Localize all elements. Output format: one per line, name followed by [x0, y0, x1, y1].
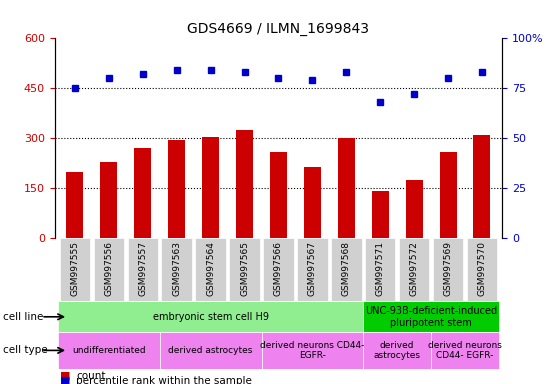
Bar: [236, 130, 253, 238]
Bar: [160, 332, 262, 369]
Bar: [262, 332, 363, 369]
Text: derived neurons CD44-
EGFR-: derived neurons CD44- EGFR-: [260, 341, 365, 360]
Bar: [365, 238, 395, 301]
Text: GSM997565: GSM997565: [240, 241, 249, 296]
Text: ■: ■: [60, 376, 70, 384]
Bar: [128, 238, 158, 301]
Text: percentile rank within the sample: percentile rank within the sample: [76, 376, 252, 384]
Bar: [195, 238, 226, 301]
Text: GSM997563: GSM997563: [172, 241, 181, 296]
Bar: [67, 172, 84, 238]
Bar: [58, 301, 363, 332]
Bar: [229, 238, 260, 301]
Text: derived astrocytes: derived astrocytes: [168, 346, 253, 355]
Bar: [433, 238, 464, 301]
Text: ■: ■: [60, 371, 70, 381]
Text: GSM997568: GSM997568: [342, 241, 351, 296]
Bar: [263, 238, 294, 301]
Bar: [134, 148, 151, 238]
Text: GSM997567: GSM997567: [308, 241, 317, 296]
Text: cell line: cell line: [3, 312, 43, 322]
Bar: [338, 138, 355, 238]
Text: GSM997555: GSM997555: [70, 241, 80, 296]
Title: GDS4669 / ILMN_1699843: GDS4669 / ILMN_1699843: [187, 22, 370, 36]
Text: embryonic stem cell H9: embryonic stem cell H9: [153, 312, 269, 322]
Text: derived
astrocytes: derived astrocytes: [373, 341, 420, 360]
Bar: [304, 167, 321, 238]
Text: GSM997557: GSM997557: [138, 241, 147, 296]
Text: undifferentiated: undifferentiated: [72, 346, 146, 355]
Text: UNC-93B-deficient-induced
pluripotent stem: UNC-93B-deficient-induced pluripotent st…: [365, 306, 497, 328]
Text: GSM997572: GSM997572: [410, 241, 419, 296]
Text: GSM997571: GSM997571: [376, 241, 385, 296]
Bar: [372, 192, 389, 238]
Bar: [168, 140, 185, 238]
Bar: [431, 332, 499, 369]
Bar: [331, 238, 361, 301]
Text: GSM997564: GSM997564: [206, 241, 215, 296]
Text: derived neurons
CD44- EGFR-: derived neurons CD44- EGFR-: [428, 341, 502, 360]
Bar: [473, 135, 490, 238]
Bar: [363, 301, 499, 332]
Bar: [60, 238, 90, 301]
Bar: [440, 152, 456, 238]
Bar: [202, 137, 219, 238]
Text: GSM997556: GSM997556: [104, 241, 114, 296]
Bar: [399, 238, 429, 301]
Text: GSM997569: GSM997569: [443, 241, 453, 296]
Bar: [406, 180, 423, 238]
Text: count: count: [76, 371, 106, 381]
Bar: [270, 152, 287, 238]
Bar: [363, 332, 431, 369]
Bar: [58, 332, 160, 369]
Text: GSM997570: GSM997570: [477, 241, 486, 296]
Text: GSM997566: GSM997566: [274, 241, 283, 296]
Bar: [467, 238, 497, 301]
Bar: [93, 238, 124, 301]
Text: cell type: cell type: [3, 345, 48, 355]
Bar: [297, 238, 328, 301]
Bar: [162, 238, 192, 301]
Bar: [100, 162, 117, 238]
